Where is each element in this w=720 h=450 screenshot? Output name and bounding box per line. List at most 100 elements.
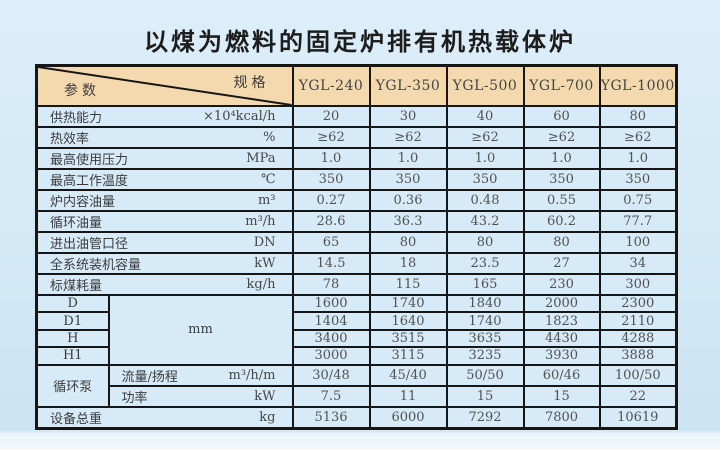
param-cell: 炉内容油量 m³ — [35, 189, 294, 212]
value-cell: 23.5 — [445, 252, 525, 275]
value-cell: 65 — [291, 231, 371, 254]
value-cell: 43.2 — [445, 210, 525, 233]
value-cell: 0.55 — [522, 189, 601, 212]
value-cell: 78 — [291, 273, 371, 296]
value-cell: 0.27 — [291, 189, 371, 212]
dimension-label: H1 — [35, 346, 110, 366]
table-row-max-pressure: 最高使用压力 MPa 1.0 1.0 1.0 1.0 1.0 — [35, 147, 678, 170]
value-cell: ≥62 — [522, 126, 601, 149]
param-unit: m³/h — [245, 214, 276, 229]
param-unit: ℃ — [260, 172, 276, 187]
param-label: 炉内容油量 — [50, 195, 116, 210]
page-title: 以煤为燃料的固定炉排有机热载体炉 — [144, 28, 576, 56]
param-cell: 标煤耗量 kg/h — [35, 273, 294, 296]
value-cell: 1600 — [291, 293, 371, 314]
value-cell: 2000 — [522, 293, 601, 314]
value-cell: 1.0 — [522, 147, 601, 170]
value-cell: 1404 — [291, 311, 371, 331]
value-cell: 40 — [445, 105, 525, 128]
value-cell: 20 — [291, 105, 371, 128]
model-header: YGL-1000 — [598, 64, 678, 107]
value-cell: ≥62 — [445, 126, 525, 149]
value-cell: 27 — [522, 252, 601, 275]
value-cell: 350 — [598, 168, 678, 191]
value-cell: 77.7 — [598, 210, 678, 233]
param-cell: 供热能力 ×10⁴kcal/h — [35, 105, 294, 128]
param-unit: kg — [259, 409, 276, 425]
value-cell: 7800 — [522, 405, 601, 430]
value-cell: 3930 — [522, 346, 601, 366]
dimension-label: D1 — [35, 311, 110, 331]
value-cell: 30/48 — [291, 363, 371, 387]
param-unit: DN — [253, 235, 276, 250]
value-cell: 3515 — [368, 328, 448, 349]
model-header: YGL-350 — [368, 64, 448, 107]
model-header: YGL-240 — [291, 64, 371, 107]
value-cell: 5136 — [291, 405, 371, 430]
value-cell: 0.48 — [445, 189, 525, 212]
dimension-label: D — [35, 293, 110, 314]
value-cell: 0.75 — [598, 189, 678, 212]
value-cell: 7.5 — [291, 384, 371, 408]
param-label: 功率 — [121, 390, 148, 406]
param-cell: 最高工作温度 ℃ — [35, 168, 294, 191]
value-cell: 1840 — [445, 293, 525, 314]
value-cell: 15 — [445, 384, 525, 408]
table-row-dimension-h: H 3400 3515 3635 4430 4288 — [35, 328, 678, 349]
table-row-total-weight: 设备总重 kg 5136 6000 7292 7800 10619 — [35, 405, 678, 430]
value-cell: ≥62 — [368, 126, 448, 149]
value-cell: 11 — [368, 384, 448, 408]
model-header: YGL-700 — [522, 64, 601, 107]
value-cell: 230 — [522, 273, 601, 296]
table-row-thermal-efficiency: 热效率 % ≥62 ≥62 ≥62 ≥62 ≥62 — [35, 126, 678, 149]
table-row-dimension-h1: H1 3000 3115 3235 3930 3888 — [35, 346, 678, 366]
value-cell: 300 — [598, 273, 678, 296]
value-cell: 0.36 — [368, 189, 448, 212]
param-label: 进出油管口径 — [50, 237, 129, 252]
value-cell: 60 — [522, 105, 601, 128]
value-cell: 80 — [368, 231, 448, 254]
param-cell: 全系统装机容量 kW — [35, 252, 294, 275]
value-cell: 45/40 — [368, 363, 448, 387]
value-cell: 1.0 — [291, 147, 371, 170]
param-label: 热效率 — [50, 132, 90, 147]
table-row-dimension-d1: D1 1404 1640 1740 1823 2110 — [35, 311, 678, 331]
value-cell: 100 — [598, 231, 678, 254]
param-unit: kW — [254, 388, 276, 404]
param-label: 标煤耗量 — [50, 279, 103, 294]
table-row-max-temperature: 最高工作温度 ℃ 350 350 350 350 350 — [35, 168, 678, 191]
model-header: YGL-500 — [445, 64, 525, 107]
value-cell: 3635 — [445, 328, 525, 349]
param-cell: 功率 kW — [107, 384, 294, 408]
value-cell: 100/50 — [598, 363, 678, 387]
value-cell: 6000 — [368, 405, 448, 430]
param-label: 循环油量 — [50, 216, 103, 231]
param-unit: m³ — [257, 193, 276, 208]
value-cell: 1823 — [522, 311, 601, 331]
value-cell: 60.2 — [522, 210, 601, 233]
value-cell: 1.0 — [445, 147, 525, 170]
param-label: 设备总重 — [50, 411, 103, 427]
value-cell: 34 — [598, 252, 678, 275]
param-cell: 循环油量 m³/h — [35, 210, 294, 233]
table-row-oil-volume: 炉内容油量 m³ 0.27 0.36 0.48 0.55 0.75 — [35, 189, 678, 212]
table-row-installed-capacity: 全系统装机容量 kW 14.5 18 23.5 27 34 — [35, 252, 678, 275]
value-cell: 50/50 — [445, 363, 525, 387]
diagonal-divider-line — [38, 67, 292, 105]
value-cell: 3000 — [291, 346, 371, 366]
value-cell: 80 — [598, 105, 678, 128]
param-unit: MPa — [246, 151, 276, 166]
value-cell: 22 — [598, 384, 678, 408]
table-row-pump-power: 功率 kW 7.5 11 15 15 22 — [37, 384, 678, 408]
table-row-circulating-oil: 循环油量 m³/h 28.6 36.3 43.2 60.2 77.7 — [35, 210, 678, 233]
param-unit: kW — [254, 256, 276, 271]
value-cell: 15 — [522, 384, 601, 408]
table-row-heat-capacity: 供热能力 ×10⁴kcal/h 20 30 40 60 80 — [35, 105, 678, 128]
value-cell: 350 — [522, 168, 601, 191]
value-cell: 7292 — [445, 405, 525, 430]
table-row-pipe-diameter: 进出油管口径 DN 65 80 80 80 100 — [35, 231, 678, 254]
corner-label-param: 参数 — [64, 83, 100, 99]
value-cell: 2110 — [598, 311, 678, 331]
value-cell: 1.0 — [598, 147, 678, 170]
value-cell: 18 — [368, 252, 448, 275]
